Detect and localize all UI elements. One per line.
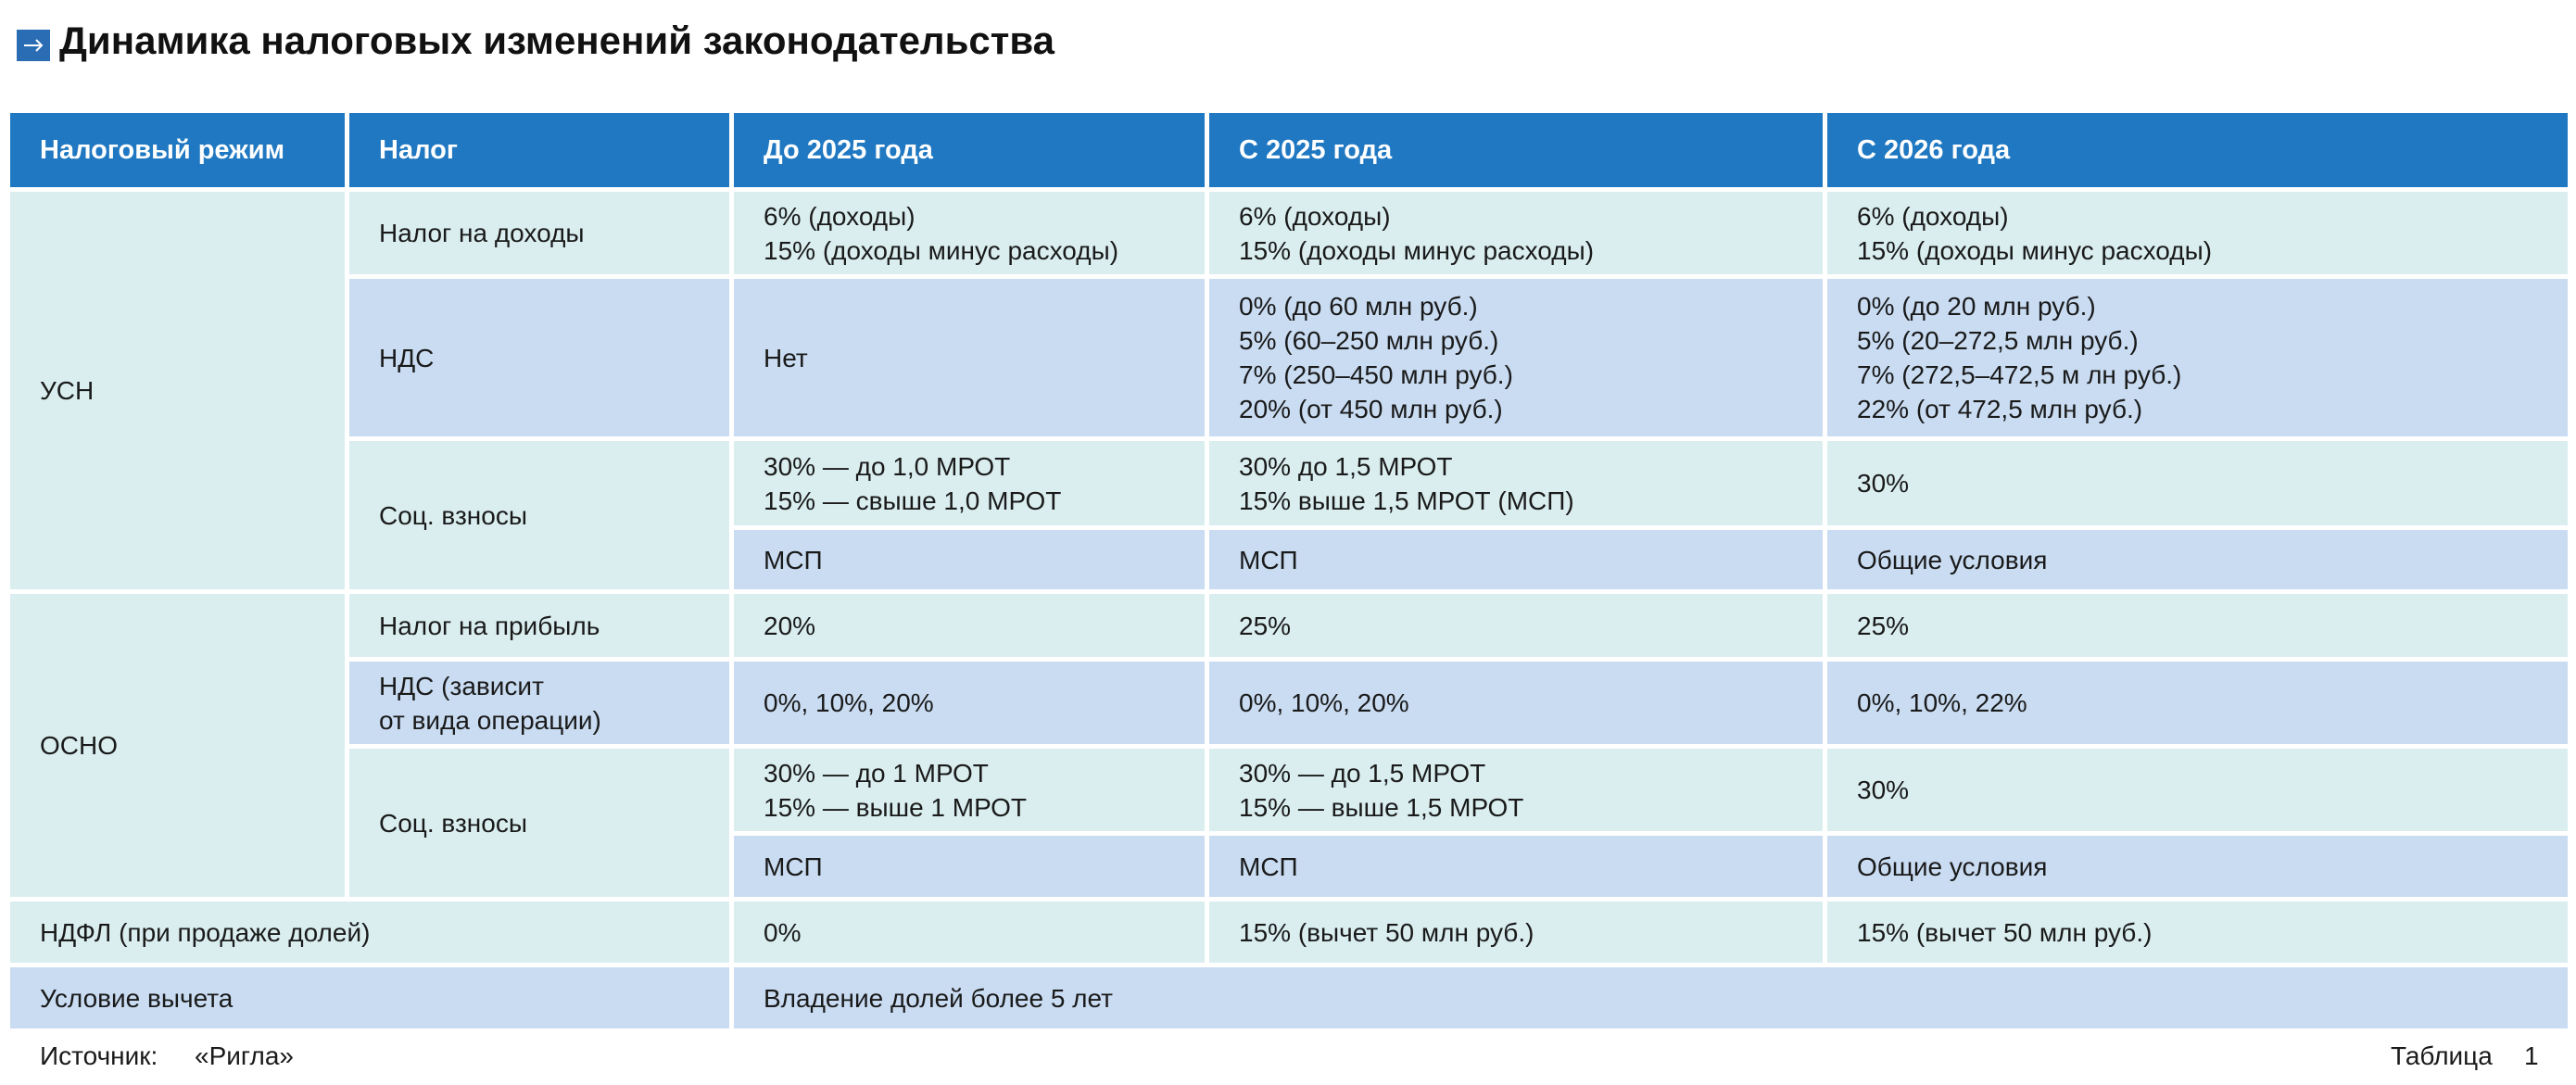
cell: 15% (вычет 50 млн руб.) [1209, 902, 1823, 963]
column-header: Налоговый режим [10, 113, 345, 187]
row: Соц. взносы 30% — до 1 МРОТ 15% — выше 1… [10, 749, 2568, 897]
cell: Налог на прибыль [349, 594, 729, 657]
cell: 15% (вычет 50 млн руб.) [1827, 902, 2568, 963]
row: НДС Нет 0% (до 60 млн руб.) 5% (60–250 м… [10, 279, 2568, 436]
cell: 20% [734, 594, 1205, 657]
source-label: Источник: [40, 1041, 158, 1070]
source: «Ригла» [195, 1041, 294, 1070]
cell: 25% [1209, 594, 1823, 657]
cell: 0% (до 20 млн руб.) 5% (20–272,5 млн руб… [1827, 279, 2568, 436]
column-header: До 2025 года [734, 113, 1205, 187]
cell: 25% [1827, 594, 2568, 657]
cell: МСП [734, 530, 1205, 589]
arrow-icon [24, 39, 44, 52]
column-header: С 2025 года [1209, 113, 1823, 187]
row: МСП МСП Общие условия [10, 530, 2568, 589]
cell: 0%, 10%, 22% [1827, 662, 2568, 744]
column-header: С 2026 года [1827, 113, 2568, 187]
cell: 30% [1827, 441, 2568, 525]
cell: 30% [1827, 749, 2568, 831]
header-row: Налоговый режим Налог До 2025 года С 202… [10, 113, 2568, 187]
title-icon [17, 30, 50, 61]
tax-table: Налоговый режим Налог До 2025 года С 202… [6, 108, 2572, 1033]
cell: Владение долей более 5 лет [734, 967, 2568, 1028]
column-header: Налог [349, 113, 729, 187]
row: НДС (зависит от вида операции) 0%, 10%, … [10, 662, 2568, 744]
cell: 0% [734, 902, 1205, 963]
title: Динамика налоговых изменений законодател… [59, 19, 1054, 62]
cell: НДС (зависит от вида операции) [349, 662, 729, 744]
cell: НДФЛ (при продаже долей) [10, 902, 729, 963]
cell: 30% — до 1,0 МРОТ 15% — свыше 1,0 МРОТ [734, 441, 1205, 525]
cell: 0%, 10%, 20% [1209, 662, 1823, 744]
row: Соц. взносы 30% — до 1,0 МРОТ 15% — свыш… [10, 441, 2568, 589]
cell: МСП [1209, 836, 1823, 897]
cell: НДС [349, 279, 729, 436]
cell: 6% (доходы) 15% (доходы минус расходы) [1209, 192, 1823, 274]
cell: Условие вычета [10, 967, 729, 1028]
row: МСП МСП Общие условия [10, 836, 2568, 897]
cell: Общие условия [1827, 836, 2568, 897]
cell: Налог на доходы [349, 192, 729, 274]
table-number: 1 [2524, 1041, 2539, 1070]
row: Условие вычета Владение долей более 5 ле… [10, 967, 2568, 1028]
cell: 0% (до 60 млн руб.) 5% (60–250 млн руб.)… [1209, 279, 1823, 436]
cell: Общие условия [1827, 530, 2568, 589]
cell: 6% (доходы) 15% (доходы минус расходы) [734, 192, 1205, 274]
cell: 30% до 1,5 МРОТ 15% выше 1,5 МРОТ (МСП) [1209, 441, 1823, 525]
regime-cell: ОСНО [10, 594, 345, 897]
cell: 30% — до 1,5 МРОТ 15% — выше 1,5 МРОТ [1209, 749, 1823, 831]
cell: Нет [734, 279, 1205, 436]
cell: 30% — до 1 МРОТ 15% — выше 1 МРОТ [734, 749, 1205, 831]
cell: МСП [734, 836, 1205, 897]
cell: 6% (доходы) 15% (доходы минус расходы) [1827, 192, 2568, 274]
cell: МСП [1209, 530, 1823, 589]
row: УСН Налог на доходы 6% (доходы) 15% (дох… [10, 192, 2568, 589]
regime-cell: УСН [10, 192, 345, 589]
table-label: Таблица [2391, 1041, 2493, 1070]
cell: Соц. взносы [349, 749, 729, 897]
cell: 0%, 10%, 20% [734, 662, 1205, 744]
cell: Соц. взносы [349, 441, 729, 589]
row: НДФЛ (при продаже долей) 0% 15% (вычет 5… [10, 902, 2568, 963]
row: ОСНО Налог на прибыль 20% 25% 25% [10, 594, 2568, 897]
